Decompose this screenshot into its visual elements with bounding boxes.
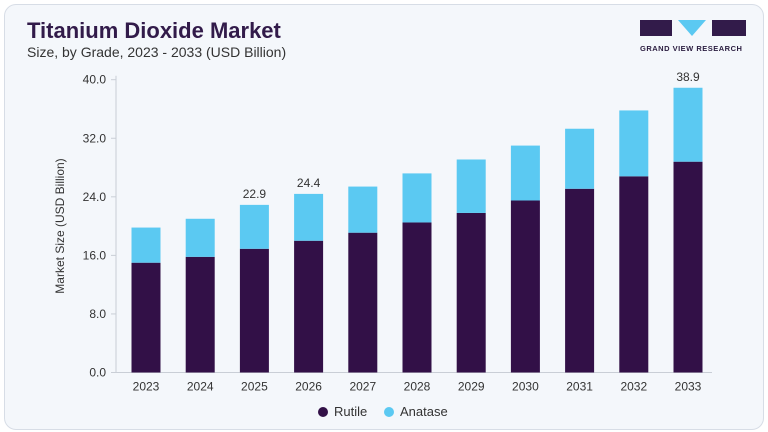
- bar-rutile-2033: [673, 161, 703, 373]
- bar-anatase-2027: [348, 186, 378, 233]
- y-tick-label: 16.0: [83, 248, 107, 262]
- bar-anatase-2033: [673, 87, 703, 162]
- bar-anatase-2025: [239, 204, 269, 249]
- bar-anatase-2029: [456, 159, 486, 213]
- chart-subtitle: Size, by Grade, 2023 - 2033 (USD Billion…: [27, 44, 287, 60]
- x-tick-label: 2026: [295, 380, 322, 394]
- y-tick-label: 0.0: [89, 366, 106, 380]
- x-tick-label: 2033: [675, 380, 702, 394]
- x-tick-label: 2030: [512, 380, 539, 394]
- bar-anatase-2032: [619, 110, 649, 177]
- data-label-2033: 38.9: [676, 70, 700, 84]
- x-tick-label: 2023: [133, 380, 160, 394]
- bar-anatase-2031: [565, 128, 595, 189]
- y-tick-label: 32.0: [83, 131, 107, 145]
- x-tick-label: 2024: [187, 380, 214, 394]
- x-tick-label: 2032: [620, 380, 647, 394]
- data-label-2026: 24.4: [297, 176, 321, 190]
- bar-anatase-2023: [131, 227, 161, 263]
- legend-rutile: Rutile: [318, 404, 367, 419]
- logo-text: GRAND VIEW RESEARCH: [640, 44, 743, 53]
- data-label-2025: 22.9: [243, 187, 267, 201]
- bar-rutile-2028: [402, 222, 432, 373]
- bar-anatase-2028: [402, 173, 432, 223]
- bar-rutile-2032: [619, 176, 649, 373]
- x-tick-label: 2027: [349, 380, 376, 394]
- x-tick-label: 2031: [566, 380, 593, 394]
- y-tick-label: 8.0: [89, 307, 106, 321]
- legend-anatase: Anatase: [384, 404, 448, 419]
- bar-rutile-2027: [348, 232, 378, 373]
- bar-rutile-2031: [565, 188, 595, 373]
- y-tick-label: 24.0: [83, 190, 107, 204]
- bar-rutile-2026: [294, 240, 324, 373]
- bar-rutile-2024: [185, 256, 215, 373]
- legend-label: Rutile: [334, 404, 368, 419]
- bar-rutile-2025: [239, 248, 269, 373]
- legend-label: Anatase: [400, 404, 448, 419]
- y-axis-title: Market Size (USD Billion): [53, 158, 67, 293]
- bar-rutile-2023: [131, 262, 161, 373]
- y-tick-label: 40.0: [83, 73, 107, 87]
- bar-anatase-2030: [510, 145, 540, 201]
- bar-rutile-2030: [510, 200, 540, 373]
- bar-anatase-2026: [294, 193, 324, 241]
- anatase-swatch: [384, 406, 394, 417]
- x-tick-label: 2025: [241, 380, 268, 394]
- x-tick-label: 2029: [458, 380, 485, 394]
- chart-title: Titanium Dioxide Market: [27, 18, 281, 43]
- bar-anatase-2024: [185, 218, 215, 257]
- bar-rutile-2029: [456, 212, 486, 373]
- x-tick-label: 2028: [404, 380, 431, 394]
- rutile-swatch: [318, 406, 328, 417]
- grand-view-research-logo: [640, 20, 746, 36]
